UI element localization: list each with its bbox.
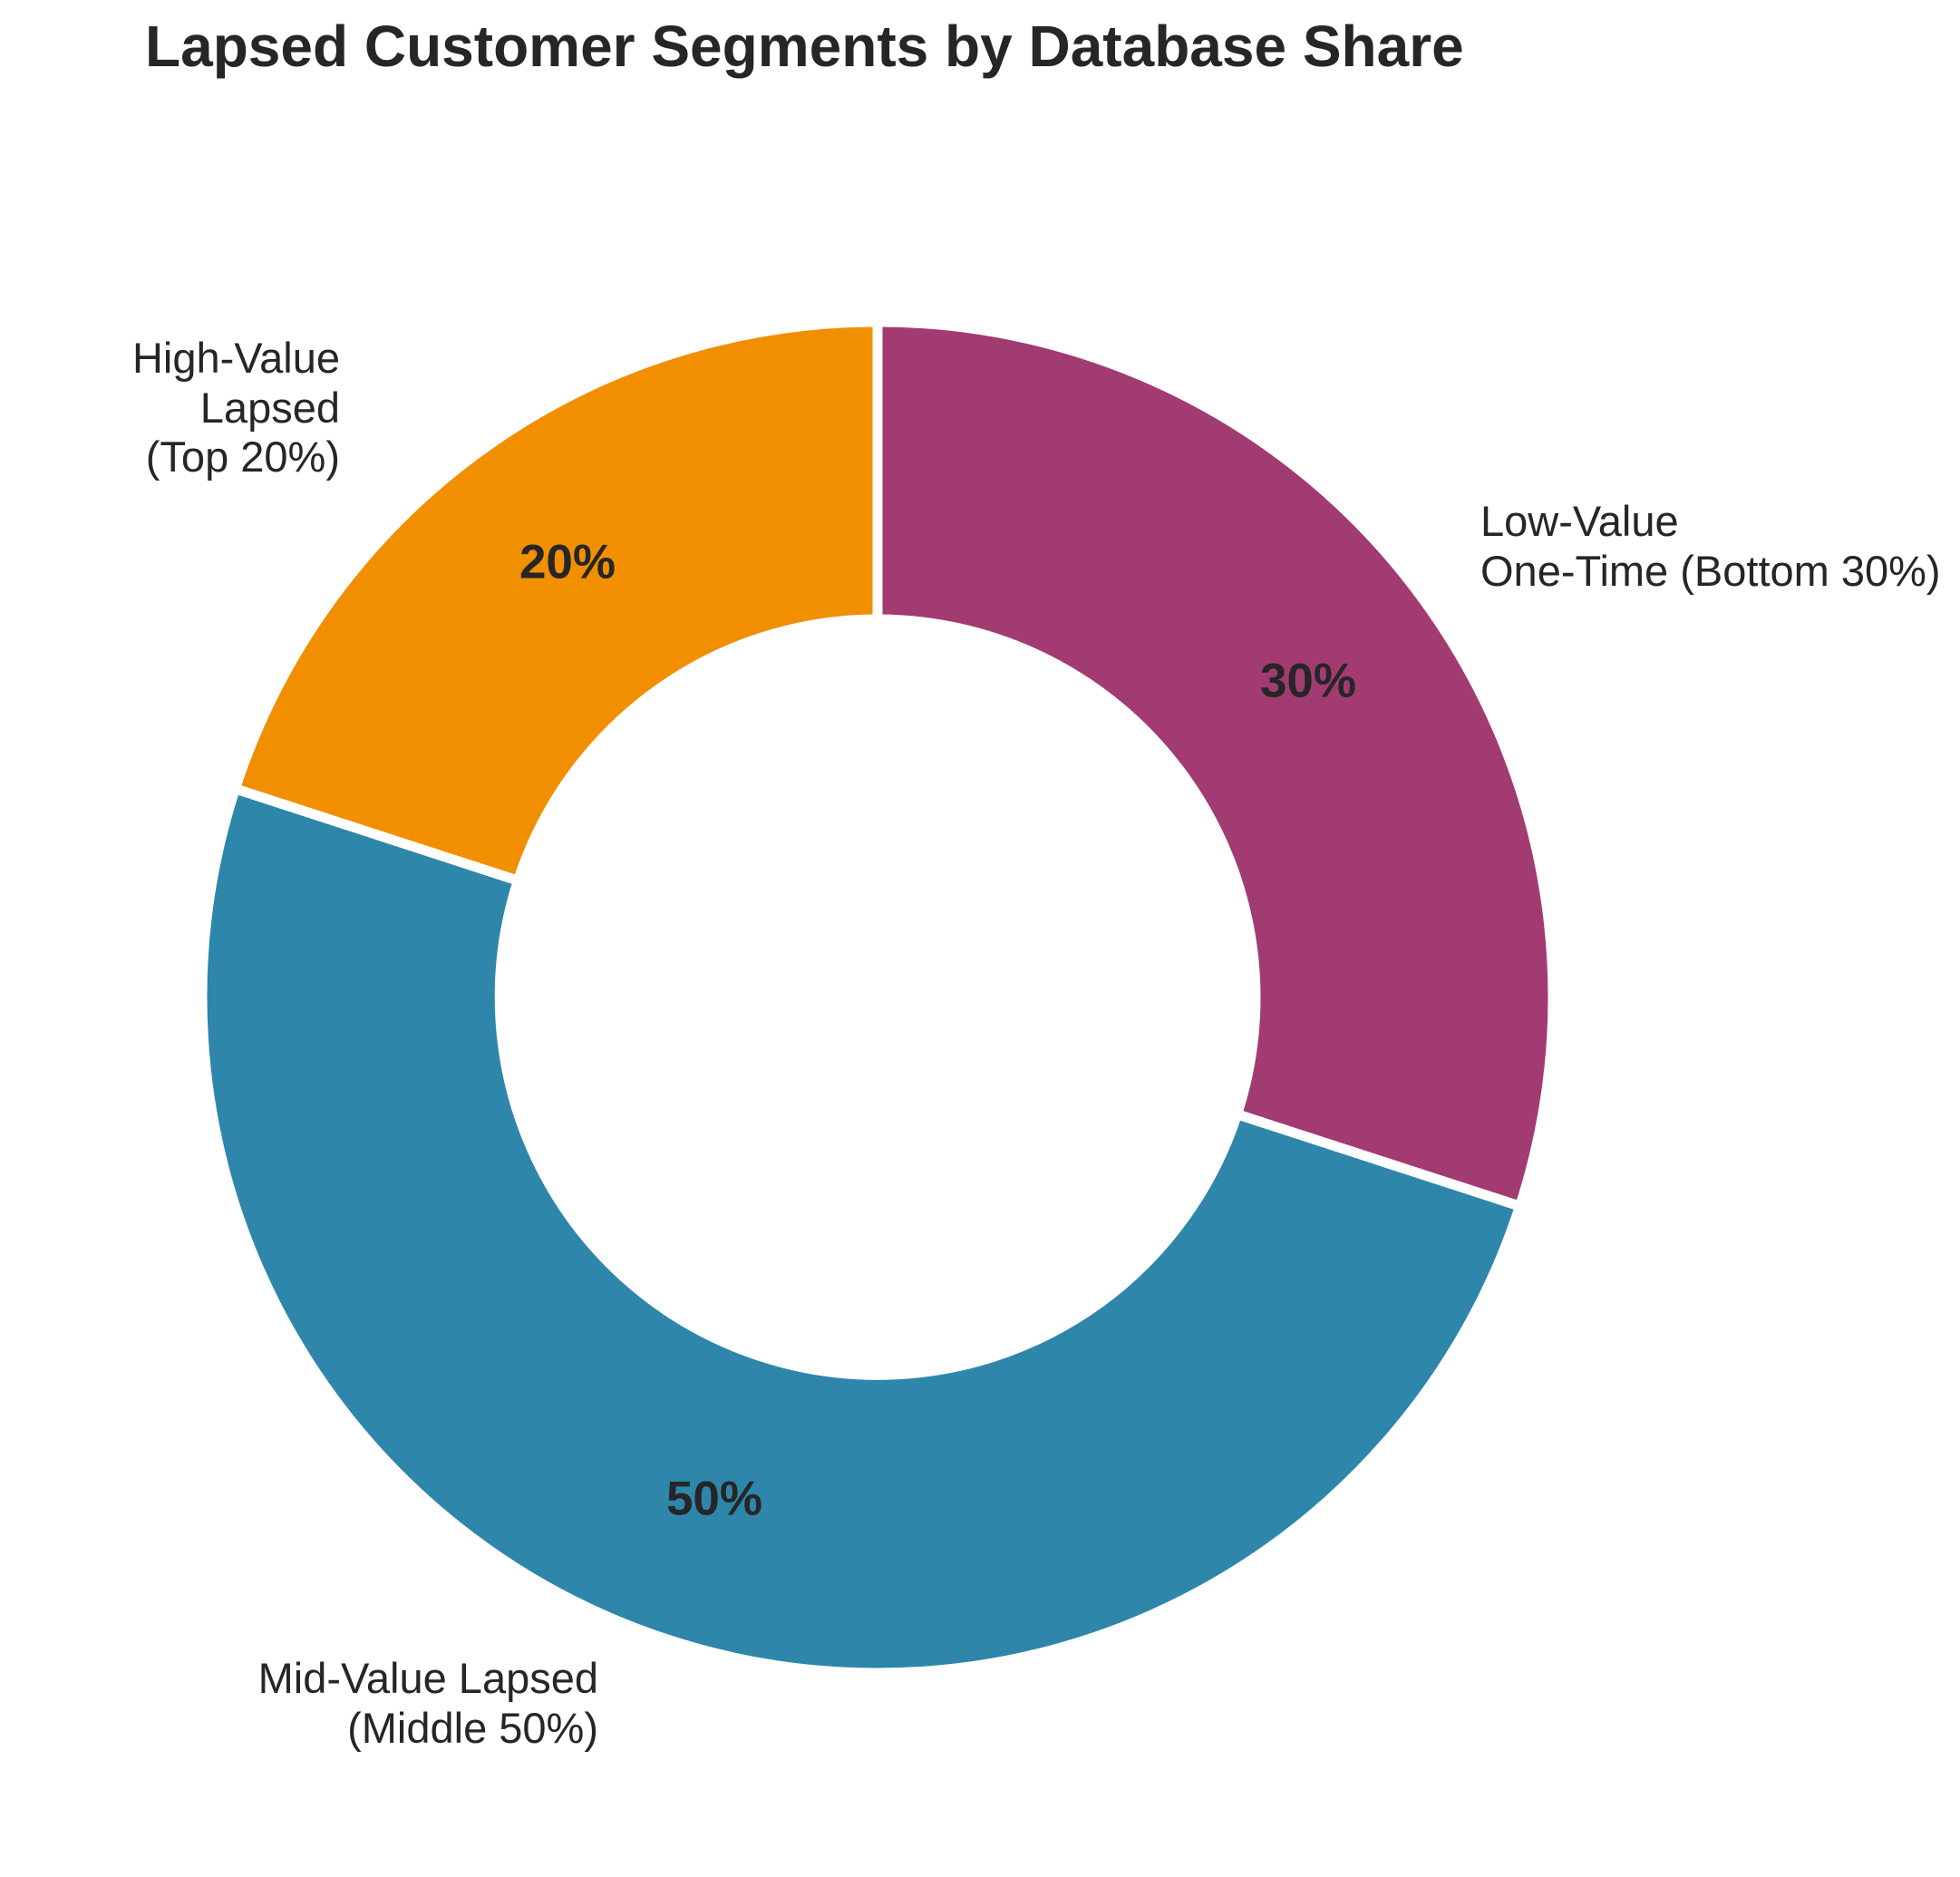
donut-segment-1 <box>197 782 1527 1678</box>
segment-label-low-value-one-time: Low-Value One-Time (Bottom 30%) <box>1480 497 1941 595</box>
pct-label-high-value: 20% <box>519 535 616 589</box>
pct-label-low-value: 30% <box>1259 654 1357 708</box>
pct-label-mid-value: 50% <box>665 1472 763 1526</box>
segment-label-high-value-lapsed: High-Value Lapsed (Top 20%) <box>131 334 340 481</box>
chart-title: Lapsed Customer Segments by Database Sha… <box>145 14 1464 79</box>
donut-segment-2 <box>228 316 883 888</box>
segment-label-mid-value-lapsed: Mid-Value Lapsed (Middle 50%) <box>257 1654 598 1752</box>
donut-segment-0 <box>872 316 1558 1213</box>
